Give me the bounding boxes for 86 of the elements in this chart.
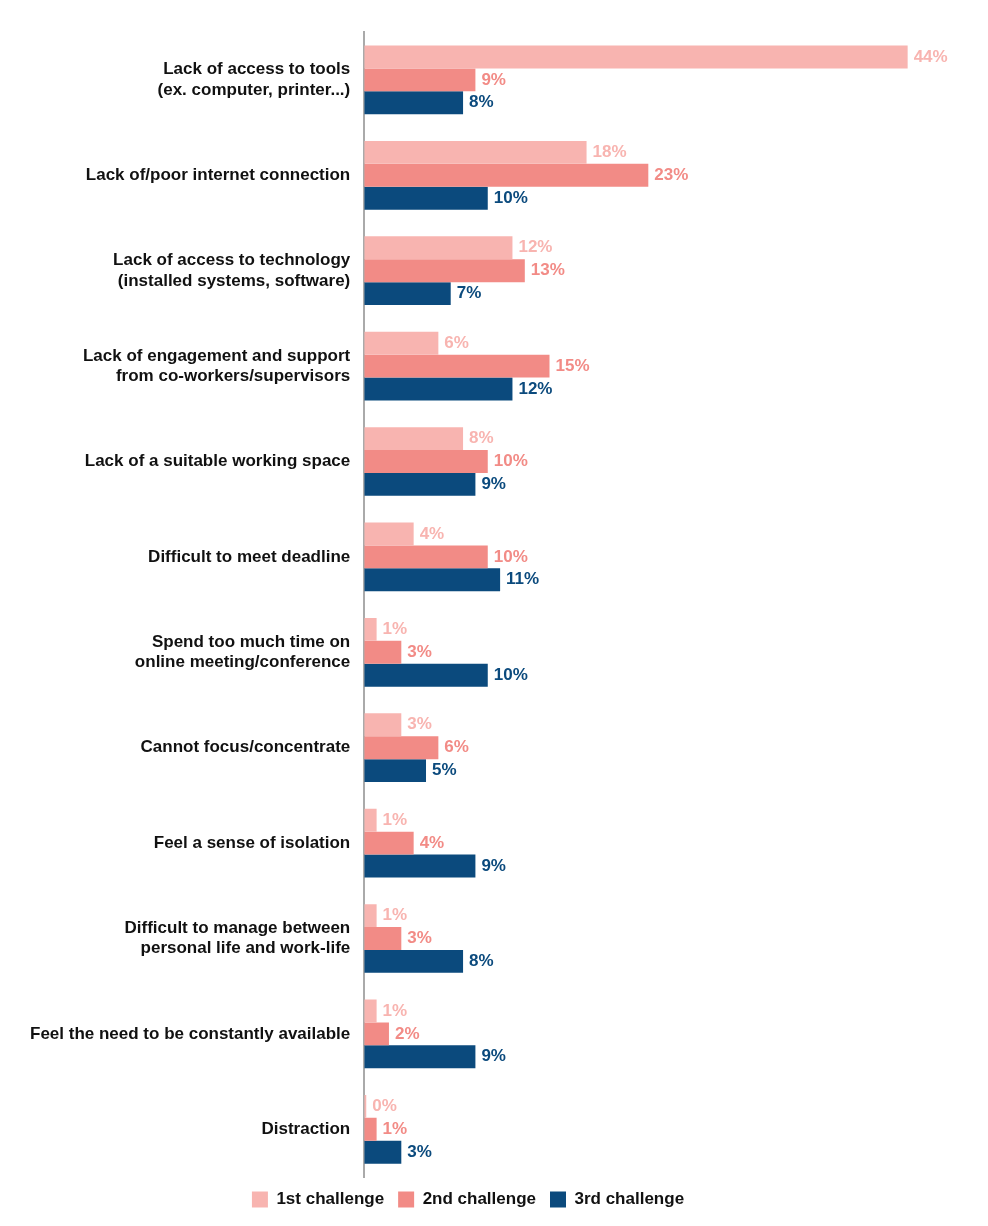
data-label: 9%	[481, 69, 506, 89]
bar	[364, 759, 427, 783]
bar	[364, 354, 550, 378]
y-tick-label: Lack of a suitable working space	[84, 451, 351, 471]
data-label: 2%	[394, 1023, 420, 1043]
y-tick-label: Difficult to meet deadline	[148, 546, 351, 566]
data-label: 8%	[469, 92, 494, 112]
y-tick-label: Spend too much time on online meeting/conference	[134, 631, 351, 672]
bar	[364, 640, 402, 664]
data-label: 11%	[506, 569, 540, 589]
data-label: 7%	[456, 283, 482, 303]
data-label: 15%	[555, 355, 590, 375]
bar	[364, 45, 908, 69]
data-label: 3%	[407, 714, 432, 734]
bar	[364, 522, 414, 546]
y-tick-label: Lack of/poor internet connection	[85, 164, 351, 184]
y-tick-label: Feel a sense of isolation	[153, 832, 351, 852]
data-label: 3%	[407, 641, 432, 661]
legend-label: 2nd challenge	[422, 1189, 536, 1209]
bar	[364, 999, 377, 1023]
y-tick-label: Cannot focus/concentrate	[140, 737, 351, 757]
bar	[364, 163, 649, 187]
data-label: 1%	[382, 1118, 408, 1138]
y-tick-label: Lack of access to technology (installed systems, software)	[113, 250, 351, 290]
data-label: 12%	[518, 378, 553, 398]
data-label: 10%	[493, 451, 528, 471]
bar	[364, 259, 525, 283]
y-tick-label: Feel the need to be constantly available	[30, 1023, 351, 1043]
bar	[364, 282, 451, 306]
data-label: 1%	[382, 1000, 408, 1020]
bar	[364, 68, 476, 92]
data-label: 0%	[372, 1096, 397, 1116]
legend-label: 3rd challenge	[574, 1189, 685, 1209]
bar	[364, 927, 402, 950]
bar	[364, 1045, 476, 1069]
bar	[364, 1140, 402, 1164]
y-tick-label: Difficult to manage between personal life and work-life	[124, 917, 351, 958]
data-label: 23%	[654, 164, 689, 184]
data-label: 1%	[382, 809, 408, 829]
bar	[364, 91, 464, 115]
data-label: 9%	[481, 1046, 506, 1066]
data-label: 8%	[469, 951, 494, 971]
data-label: 18%	[592, 142, 627, 162]
data-label: 44%	[913, 46, 948, 66]
data-label: 4%	[419, 832, 445, 852]
bar	[364, 1117, 377, 1141]
bar	[364, 186, 488, 210]
bar	[364, 854, 476, 878]
data-label: 1%	[382, 905, 408, 925]
bar	[364, 617, 377, 641]
data-label: 8%	[469, 428, 494, 448]
bar	[364, 472, 476, 496]
bar	[364, 663, 488, 687]
data-label: 5%	[432, 760, 457, 780]
y-tick-label: Lack of access to tools (ex. computer, printer...)	[157, 59, 351, 99]
bar	[364, 450, 488, 473]
data-label: 12%	[518, 237, 553, 257]
data-label: 6%	[444, 332, 469, 352]
data-label: 13%	[530, 260, 565, 280]
data-label: 1%	[382, 619, 408, 639]
bar	[364, 808, 377, 832]
bar	[364, 568, 501, 592]
legend-label: 1st challenge	[276, 1189, 385, 1209]
data-label: 10%	[493, 187, 528, 207]
bar	[364, 377, 513, 401]
bar	[364, 831, 414, 855]
bar	[364, 949, 464, 973]
data-label: 10%	[493, 664, 528, 684]
y-tick-label: Lack of engagement and support from co-workers/supervisors	[82, 345, 351, 385]
bar	[364, 140, 587, 164]
bar	[364, 545, 488, 569]
data-label: 3%	[407, 928, 432, 948]
bar	[364, 713, 402, 737]
bar	[364, 1022, 389, 1046]
data-label: 6%	[444, 737, 469, 757]
bar	[364, 236, 513, 260]
data-label: 10%	[493, 546, 528, 566]
data-label: 9%	[481, 474, 506, 494]
y-tick-label: Distraction	[261, 1118, 351, 1138]
bar	[364, 904, 377, 928]
data-label: 3%	[407, 1141, 432, 1161]
bar	[364, 427, 464, 451]
data-label: 9%	[481, 855, 506, 875]
bar	[364, 736, 439, 760]
bar	[364, 331, 439, 355]
data-label: 4%	[419, 523, 445, 543]
